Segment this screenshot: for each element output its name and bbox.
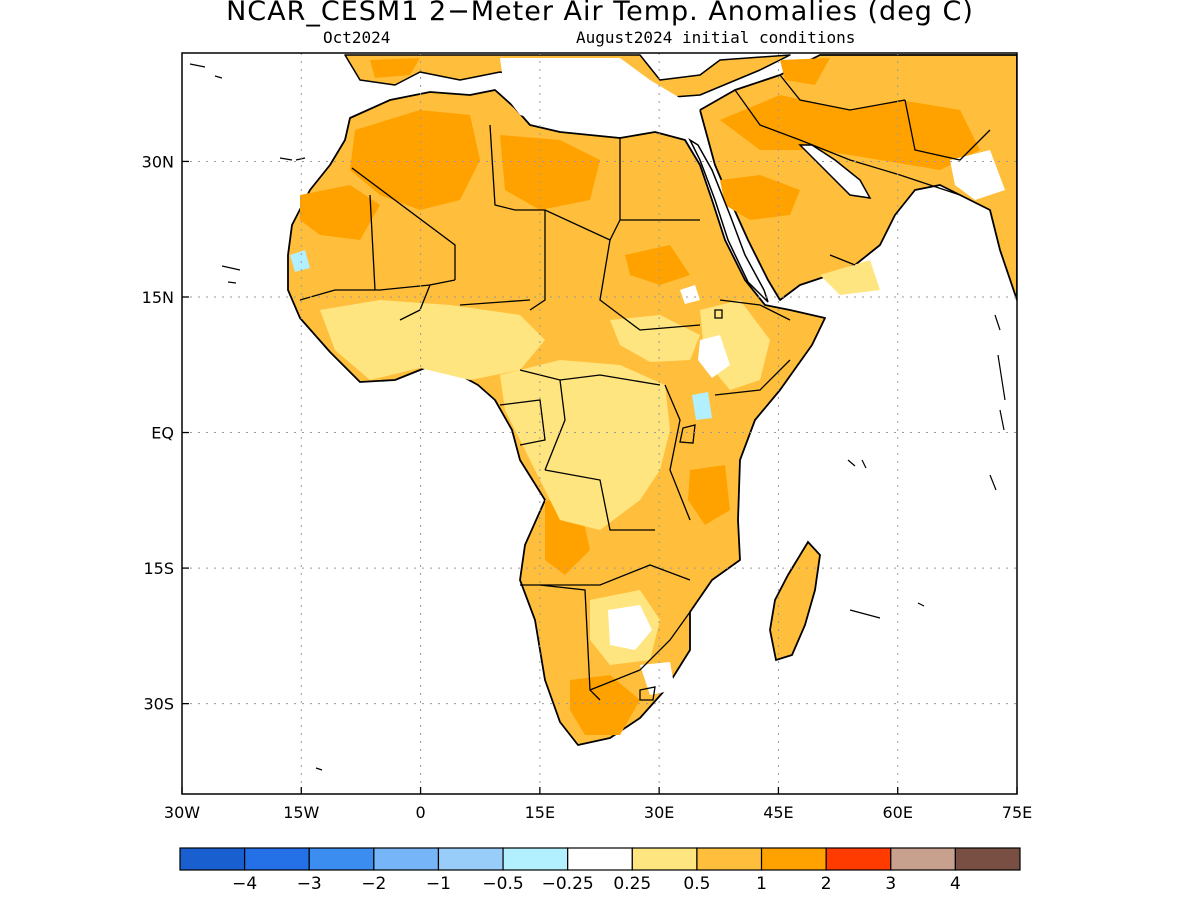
island-outlines bbox=[189, 63, 1006, 771]
colorbar-swatch bbox=[179, 847, 246, 871]
negative-anomaly-patches bbox=[290, 250, 712, 420]
colorbar-swatch bbox=[825, 847, 892, 871]
initial-conditions-label: August2024 initial conditions bbox=[576, 28, 856, 47]
colorbar-label: 1 bbox=[756, 874, 767, 894]
anomaly-1-to-2-patches bbox=[300, 58, 980, 735]
colorbar-label: −1 bbox=[426, 874, 451, 894]
colorbar-label: 0.5 bbox=[683, 874, 710, 894]
y-tick-label: 30S bbox=[143, 695, 174, 714]
colorbar-swatch bbox=[244, 847, 310, 871]
colorbar-swatch bbox=[954, 847, 1021, 871]
forecast-month-label: Oct2024 bbox=[323, 28, 391, 47]
colorbar-swatch bbox=[890, 847, 956, 871]
anomaly-0.25-to-0.5-patches bbox=[320, 260, 880, 665]
map-content bbox=[182, 53, 1017, 794]
country-borders bbox=[299, 74, 991, 701]
colorbar-label: 0.25 bbox=[613, 874, 651, 894]
colorbar-swatch bbox=[631, 847, 698, 871]
colorbar-swatch bbox=[308, 847, 375, 871]
colorbar-label: −0.5 bbox=[482, 874, 523, 894]
x-tick-label: 0 bbox=[415, 803, 425, 822]
colorbar-label: 2 bbox=[821, 874, 832, 894]
y-tick-label: 30N bbox=[142, 152, 174, 171]
colorbar-swatch bbox=[696, 847, 763, 871]
colorbar-label: 3 bbox=[885, 874, 896, 894]
colorbar-label: 4 bbox=[950, 874, 961, 894]
x-tick-label: 60E bbox=[882, 803, 912, 822]
colorbar: −4 −3 −2 −1 −0.5 −0.25 0.25 0.5 1 2 3 4 bbox=[179, 847, 1021, 894]
colorbar-label: −0.25 bbox=[542, 874, 594, 894]
red-sea bbox=[688, 137, 769, 303]
near-zero-patches bbox=[500, 58, 1005, 695]
x-tick-label: 15W bbox=[283, 803, 319, 822]
colorbar-label: −3 bbox=[297, 874, 322, 894]
y-tick-label: EQ bbox=[151, 424, 174, 443]
grid-lines bbox=[182, 53, 1017, 794]
colorbar-swatch bbox=[373, 847, 440, 871]
x-tick-label: 30E bbox=[644, 803, 674, 822]
y-tick-label: 15S bbox=[143, 559, 174, 578]
colorbar-swatch bbox=[760, 847, 827, 871]
colorbar-swatch bbox=[437, 847, 504, 871]
map-frame bbox=[181, 52, 1018, 795]
map-title: NCAR_CESM1 2−Meter Air Temp. Anomalies (… bbox=[226, 0, 974, 27]
colorbar-swatch bbox=[567, 847, 633, 871]
colorbar-label: −4 bbox=[232, 874, 257, 894]
x-tick-label: 45E bbox=[763, 803, 793, 822]
persian-gulf bbox=[798, 144, 872, 199]
y-tick-label: 15N bbox=[142, 288, 174, 307]
x-axis: 30W 15W 0 15E 30E 45E 60E 75E bbox=[164, 787, 1032, 822]
y-axis: 30N 15N EQ 15S 30S bbox=[142, 152, 189, 714]
colorbar-swatch bbox=[502, 847, 569, 871]
madagascar-landmass bbox=[769, 540, 821, 662]
x-tick-label: 75E bbox=[1002, 803, 1032, 822]
lake-outlines bbox=[639, 309, 723, 701]
x-tick-label: 15E bbox=[525, 803, 555, 822]
colorbar-label: −2 bbox=[361, 874, 386, 894]
x-tick-label: 30W bbox=[164, 803, 200, 822]
